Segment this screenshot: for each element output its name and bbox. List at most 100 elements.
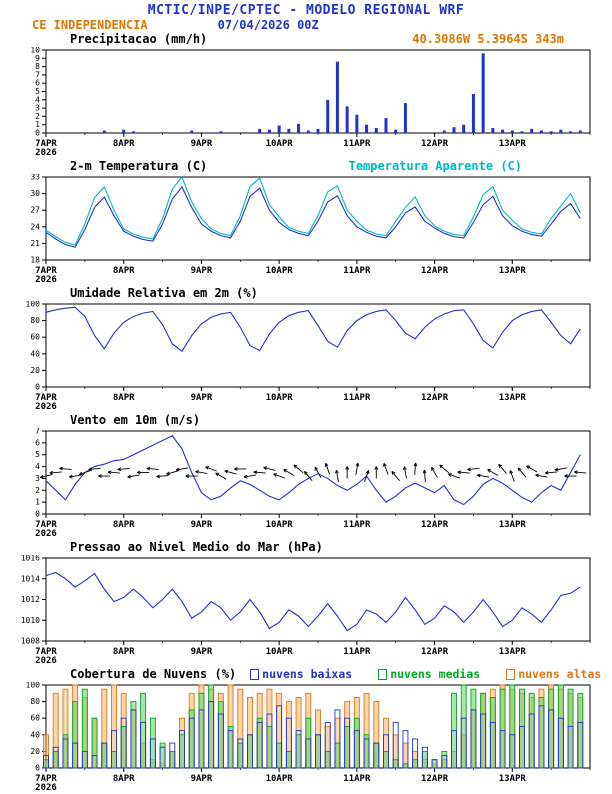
svg-text:11APR: 11APR <box>343 520 371 530</box>
header: MCTIC/INPE/CPTEC - MODELO REGIONAL WRF C… <box>0 0 612 32</box>
svg-text:12APR: 12APR <box>421 266 449 276</box>
svg-text:4: 4 <box>35 95 40 104</box>
svg-text:1010: 1010 <box>21 616 40 625</box>
svg-text:10APR: 10APR <box>266 520 294 530</box>
svg-text:5: 5 <box>35 450 40 459</box>
svg-text:0: 0 <box>35 383 40 392</box>
svg-text:8APR: 8APR <box>113 520 135 530</box>
svg-text:9APR: 9APR <box>191 774 213 784</box>
svg-text:9APR: 9APR <box>191 393 213 403</box>
svg-text:3: 3 <box>35 104 40 113</box>
svg-text:24: 24 <box>30 222 40 231</box>
svg-text:8APR: 8APR <box>113 393 135 403</box>
svg-text:100: 100 <box>26 301 41 309</box>
svg-text:8APR: 8APR <box>113 647 135 657</box>
svg-text:9APR: 9APR <box>191 647 213 657</box>
svg-text:33: 33 <box>30 174 40 182</box>
high-clouds-swatch-icon <box>506 669 515 680</box>
svg-text:9APR: 9APR <box>191 520 213 530</box>
svg-text:13APR: 13APR <box>499 266 527 276</box>
legend-item-mid-clouds: nuvens medias <box>378 667 480 682</box>
svg-text:8APR: 8APR <box>113 774 135 784</box>
svg-text:80: 80 <box>30 697 40 706</box>
svg-text:10APR: 10APR <box>266 393 294 403</box>
svg-text:60: 60 <box>30 714 40 723</box>
page-title: MCTIC/INPE/CPTEC - MODELO REGIONAL WRF <box>0 3 612 18</box>
svg-text:1012: 1012 <box>21 595 40 604</box>
svg-text:10APR: 10APR <box>266 266 294 276</box>
svg-text:7: 7 <box>35 70 40 79</box>
svg-text:4: 4 <box>35 462 40 471</box>
svg-text:8APR: 8APR <box>113 266 135 276</box>
panel-clouds: Cobertura de Nuvens (%) nuvens baixas nu… <box>0 667 612 794</box>
svg-text:80: 80 <box>30 316 40 325</box>
mid-clouds-swatch-icon <box>378 669 387 680</box>
svg-text:2026: 2026 <box>35 529 57 539</box>
svg-text:2026: 2026 <box>35 148 57 158</box>
svg-text:12APR: 12APR <box>421 647 449 657</box>
svg-text:5: 5 <box>35 87 40 96</box>
svg-text:1: 1 <box>35 498 40 507</box>
svg-text:27: 27 <box>30 206 40 215</box>
svg-text:18: 18 <box>30 256 40 265</box>
svg-text:9APR: 9APR <box>191 139 213 149</box>
apparent-temperature-legend: Temperatura Aparente (C) <box>349 159 612 174</box>
svg-text:1016: 1016 <box>21 555 40 563</box>
svg-text:30: 30 <box>30 189 40 198</box>
svg-text:13APR: 13APR <box>499 139 527 149</box>
svg-text:10APR: 10APR <box>266 647 294 657</box>
station-coordinates: 40.3086W 5.3964S 343m <box>412 32 612 47</box>
svg-text:3: 3 <box>35 474 40 483</box>
svg-text:21: 21 <box>30 239 40 248</box>
svg-text:11APR: 11APR <box>343 139 371 149</box>
svg-text:10APR: 10APR <box>266 774 294 784</box>
svg-text:12APR: 12APR <box>421 774 449 784</box>
svg-text:40: 40 <box>30 730 40 739</box>
svg-text:13APR: 13APR <box>499 774 527 784</box>
svg-text:8APR: 8APR <box>113 139 135 149</box>
svg-text:6: 6 <box>35 438 40 447</box>
legend-item-high-clouds: nuvens altas <box>506 667 601 682</box>
svg-text:1014: 1014 <box>21 574 40 583</box>
low-clouds-swatch-icon <box>250 669 259 680</box>
station-name: CE INDEPENDENCIA <box>32 18 148 32</box>
svg-text:20: 20 <box>30 747 40 756</box>
panel-pressure: Pressao ao Nivel Medio do Mar (hPa) 1008… <box>0 540 612 667</box>
svg-text:11APR: 11APR <box>343 774 371 784</box>
svg-text:60: 60 <box>30 333 40 342</box>
svg-text:13APR: 13APR <box>499 393 527 403</box>
svg-text:2026: 2026 <box>35 275 57 285</box>
panel-title-pressure: Pressao ao Nivel Medio do Mar (hPa) <box>70 540 323 555</box>
panel-title-clouds: Cobertura de Nuvens (%) <box>70 667 236 682</box>
svg-text:11APR: 11APR <box>343 647 371 657</box>
svg-text:2: 2 <box>35 486 40 495</box>
cloud-legend: nuvens baixas nuvens medias nuvens altas <box>250 667 601 682</box>
panel-precipitation: Precipitacao (mm/h) 40.3086W 5.3964S 343… <box>0 32 612 159</box>
legend-label-mid-clouds: nuvens medias <box>390 667 480 682</box>
svg-text:13APR: 13APR <box>499 647 527 657</box>
panel-title-temperature: 2-m Temperatura (C) <box>70 159 207 174</box>
svg-text:13APR: 13APR <box>499 520 527 530</box>
svg-text:7: 7 <box>35 428 40 436</box>
svg-text:0: 0 <box>35 510 40 519</box>
svg-text:2: 2 <box>35 112 40 121</box>
svg-text:1: 1 <box>35 120 40 129</box>
run-datetime: 07/04/2026 00Z <box>218 18 319 32</box>
svg-text:9APR: 9APR <box>191 266 213 276</box>
svg-text:12APR: 12APR <box>421 520 449 530</box>
svg-text:11APR: 11APR <box>343 393 371 403</box>
svg-text:12APR: 12APR <box>421 139 449 149</box>
legend-label-low-clouds: nuvens baixas <box>262 667 352 682</box>
panel-temperature: 2-m Temperatura (C) Temperatura Aparente… <box>0 159 612 286</box>
svg-text:2026: 2026 <box>35 656 57 666</box>
svg-text:9: 9 <box>35 54 40 63</box>
svg-text:11APR: 11APR <box>343 266 371 276</box>
svg-text:2026: 2026 <box>35 402 57 412</box>
